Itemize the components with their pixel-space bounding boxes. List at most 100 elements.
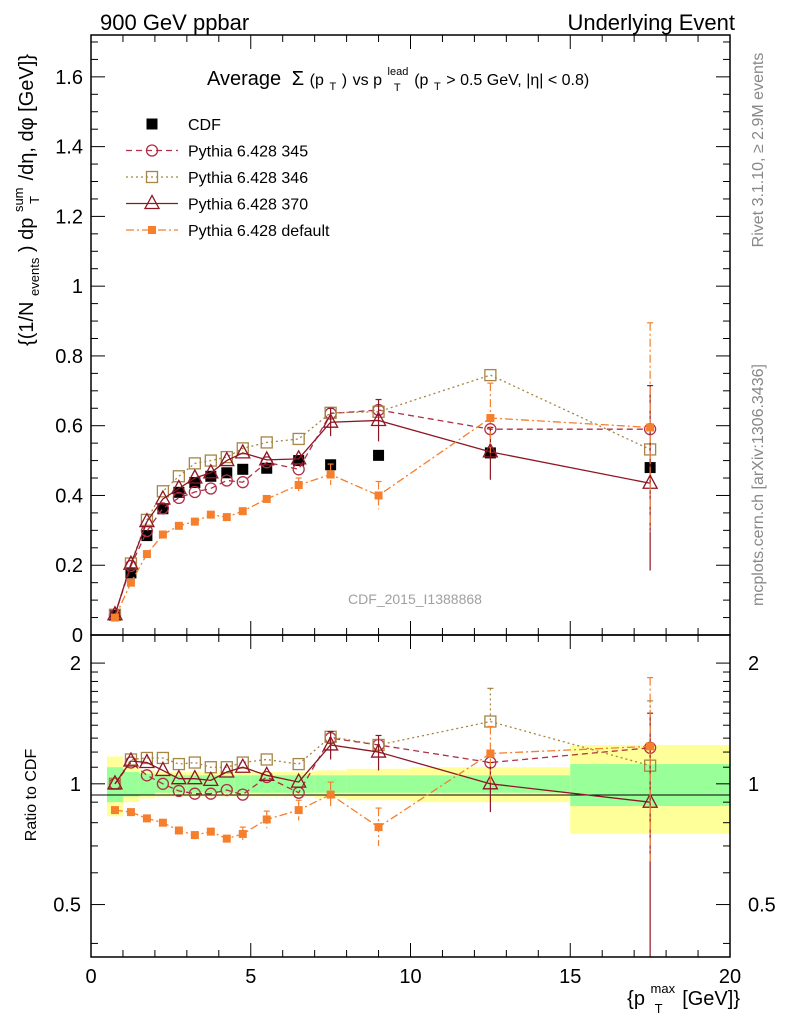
- ratio-point-pythia-6-428-default: [126, 808, 135, 817]
- top-series-pythia-6-428-370: [106, 384, 659, 621]
- ratio-point-pythia-6-428-default: [222, 834, 231, 843]
- ylabel-b: ) dp: [16, 218, 38, 252]
- ratio-point-pythia-6-428-345: [156, 777, 170, 790]
- top-point-pythia-6-428-370: [482, 442, 499, 458]
- ratio-point-pythia-6-428-default: [326, 790, 335, 799]
- top-point-pythia-6-428-345: [204, 482, 217, 495]
- top-point-cdf: [293, 455, 305, 467]
- ratio-series-group: [106, 677, 659, 957]
- legend: CDF Pythia 6.428 345 Pythia 6.428 346 Pythi…: [126, 117, 330, 240]
- ratio-point-pythia-6-428-default: [190, 831, 199, 840]
- top-point-pythia-6-428-default: [174, 521, 183, 530]
- title-vs: vs p: [353, 72, 382, 89]
- top-point-pythia-6-428-default: [206, 510, 215, 519]
- ratio-point-pythia-6-428-345: [220, 783, 233, 797]
- legend-label-pythia-6-428-345: Pythia 6.428 345: [188, 144, 308, 161]
- legend-entry-cdf: CDF: [146, 117, 221, 134]
- top-point-pythia-6-428-370: [322, 412, 339, 428]
- watermark: CDF_2015_I1388868: [348, 591, 482, 607]
- ratio-point-pythia-6-428-default: [238, 829, 247, 838]
- top-point-pythia-6-428-default: [262, 494, 271, 503]
- title-cut: (p: [414, 72, 428, 89]
- header-left: 900 GeV ppbar: [100, 10, 249, 35]
- top-point-pythia-6-428-346: [236, 442, 249, 455]
- top-point-pythia-6-428-370: [122, 554, 140, 570]
- ratio-point-pythia-6-428-345: [172, 784, 186, 798]
- ratio-y-tick-label-right: 1: [748, 774, 759, 796]
- top-point-pythia-6-428-345: [188, 485, 201, 499]
- top-point-pythia-6-428-default: [238, 507, 247, 516]
- ratio-point-pythia-6-428-370: [482, 774, 499, 790]
- ratio-point-pythia-6-428-default: [142, 814, 151, 823]
- title-sigma-sub: T: [329, 81, 336, 93]
- top-line-pythia-6-428-345: [114, 409, 651, 615]
- ratio-point-pythia-6-428-346: [292, 757, 305, 771]
- title-sigma-close: ): [342, 72, 347, 89]
- legend-entry-pythia-6-428-345: Pythia 6.428 345: [126, 144, 308, 161]
- ratio-point-pythia-6-428-370: [290, 772, 307, 788]
- ratio-band-stat: [122, 772, 139, 797]
- top-point-pythia-6-428-346: [484, 368, 497, 382]
- ratio-point-pythia-6-428-default: [174, 826, 183, 835]
- ratio-y-tick-label: 0.5: [53, 895, 81, 917]
- xlabel-b: [GeV]}: [682, 988, 740, 1010]
- ratio-point-pythia-6-428-346: [140, 751, 154, 765]
- top-point-pythia-6-428-370: [290, 449, 307, 465]
- ratio-point-pythia-6-428-370: [186, 769, 203, 785]
- ratio-point-pythia-6-428-345: [236, 788, 249, 801]
- ratio-panel: 0 5 10 15 20 0.5 1 2 0.5 1 2 Ratio to CDF {p max T…: [23, 634, 776, 1016]
- top-panel: 0 0.2 0.4 0.6 0.8 1 1.2 1.4 1.6 Average Σ (p T )…: [11, 34, 731, 647]
- legend-label-cdf: CDF: [188, 117, 221, 134]
- ratio-band-stat: [234, 775, 251, 793]
- ylabel-b-sub: T: [27, 196, 42, 204]
- side-label-mcplots: mcplots.cern.ch [arXiv:1306.3436]: [750, 364, 767, 606]
- legend-marker-cdf: [146, 118, 158, 130]
- ratio-point-pythia-6-428-370: [122, 751, 140, 767]
- ratio-point-pythia-6-428-default: [262, 815, 271, 824]
- ratio-series-pythia-6-428-370: [106, 712, 659, 957]
- top-y-tick-label: 0: [72, 625, 83, 647]
- ratio-series-pythia-6-428-default: [110, 677, 655, 862]
- ratio-point-pythia-6-428-346: [172, 757, 186, 771]
- ylabel-a: {(1/N: [16, 302, 38, 346]
- ratio-point-pythia-6-428-370: [202, 771, 219, 787]
- title-lead-sub: T: [394, 82, 401, 94]
- legend-marker-pythia-6-428-default: [148, 226, 156, 234]
- ratio-point-pythia-6-428-default: [486, 749, 495, 758]
- top-axis-ticks: 0 0.2 0.4 0.6 0.8 1 1.2 1.4 1.6: [55, 35, 731, 647]
- ratio-band-stat: [250, 775, 283, 793]
- ratio-band-stat: [106, 767, 123, 803]
- top-point-pythia-6-428-370: [154, 489, 171, 505]
- top-y-tick-label: 0.6: [55, 416, 83, 438]
- top-point-pythia-6-428-370: [186, 468, 203, 484]
- ratio-band-stat: [282, 775, 315, 793]
- chart-title: Average Σ (p T ) vs p lead T (p T > 0.5 …: [207, 58, 589, 96]
- ratio-point-pythia-6-428-default: [646, 742, 655, 751]
- top-point-pythia-6-428-370: [138, 512, 156, 528]
- title-sigma-arg: (p: [310, 72, 324, 89]
- top-point-cdf: [373, 449, 385, 461]
- x-tick-label: 20: [719, 966, 741, 988]
- ratio-axis-ticks: 0 5 10 15 20 0.5 1 2 0.5 1 2: [53, 635, 776, 988]
- ratio-point-pythia-6-428-370: [170, 769, 187, 785]
- x-tick-label: 10: [399, 966, 421, 988]
- top-point-pythia-6-428-345: [236, 476, 249, 489]
- top-series-pythia-6-428-default: [110, 322, 655, 622]
- side-label-rivet: Rivet 3.1.10, ≥ 2.9M events: [750, 53, 767, 248]
- top-point-cdf: [205, 470, 217, 482]
- top-point-pythia-6-428-346: [260, 436, 273, 449]
- ratio-point-pythia-6-428-370: [322, 735, 339, 751]
- title-lead-sup: lead: [388, 66, 409, 78]
- top-point-cdf: [125, 567, 137, 579]
- top-y-tick-label: 1.4: [55, 137, 83, 159]
- top-y-tick-label: 0.8: [55, 346, 83, 368]
- top-y-tick-label: 0.4: [55, 485, 83, 507]
- top-point-pythia-6-428-345: [156, 502, 170, 515]
- top-point-pythia-6-428-default: [190, 517, 199, 526]
- x-tick-label: 15: [559, 966, 581, 988]
- top-point-pythia-6-428-default: [110, 613, 119, 622]
- ratio-point-pythia-6-428-default: [374, 823, 383, 832]
- top-point-pythia-6-428-default: [374, 491, 383, 500]
- ratio-y-tick-label: 2: [70, 653, 81, 675]
